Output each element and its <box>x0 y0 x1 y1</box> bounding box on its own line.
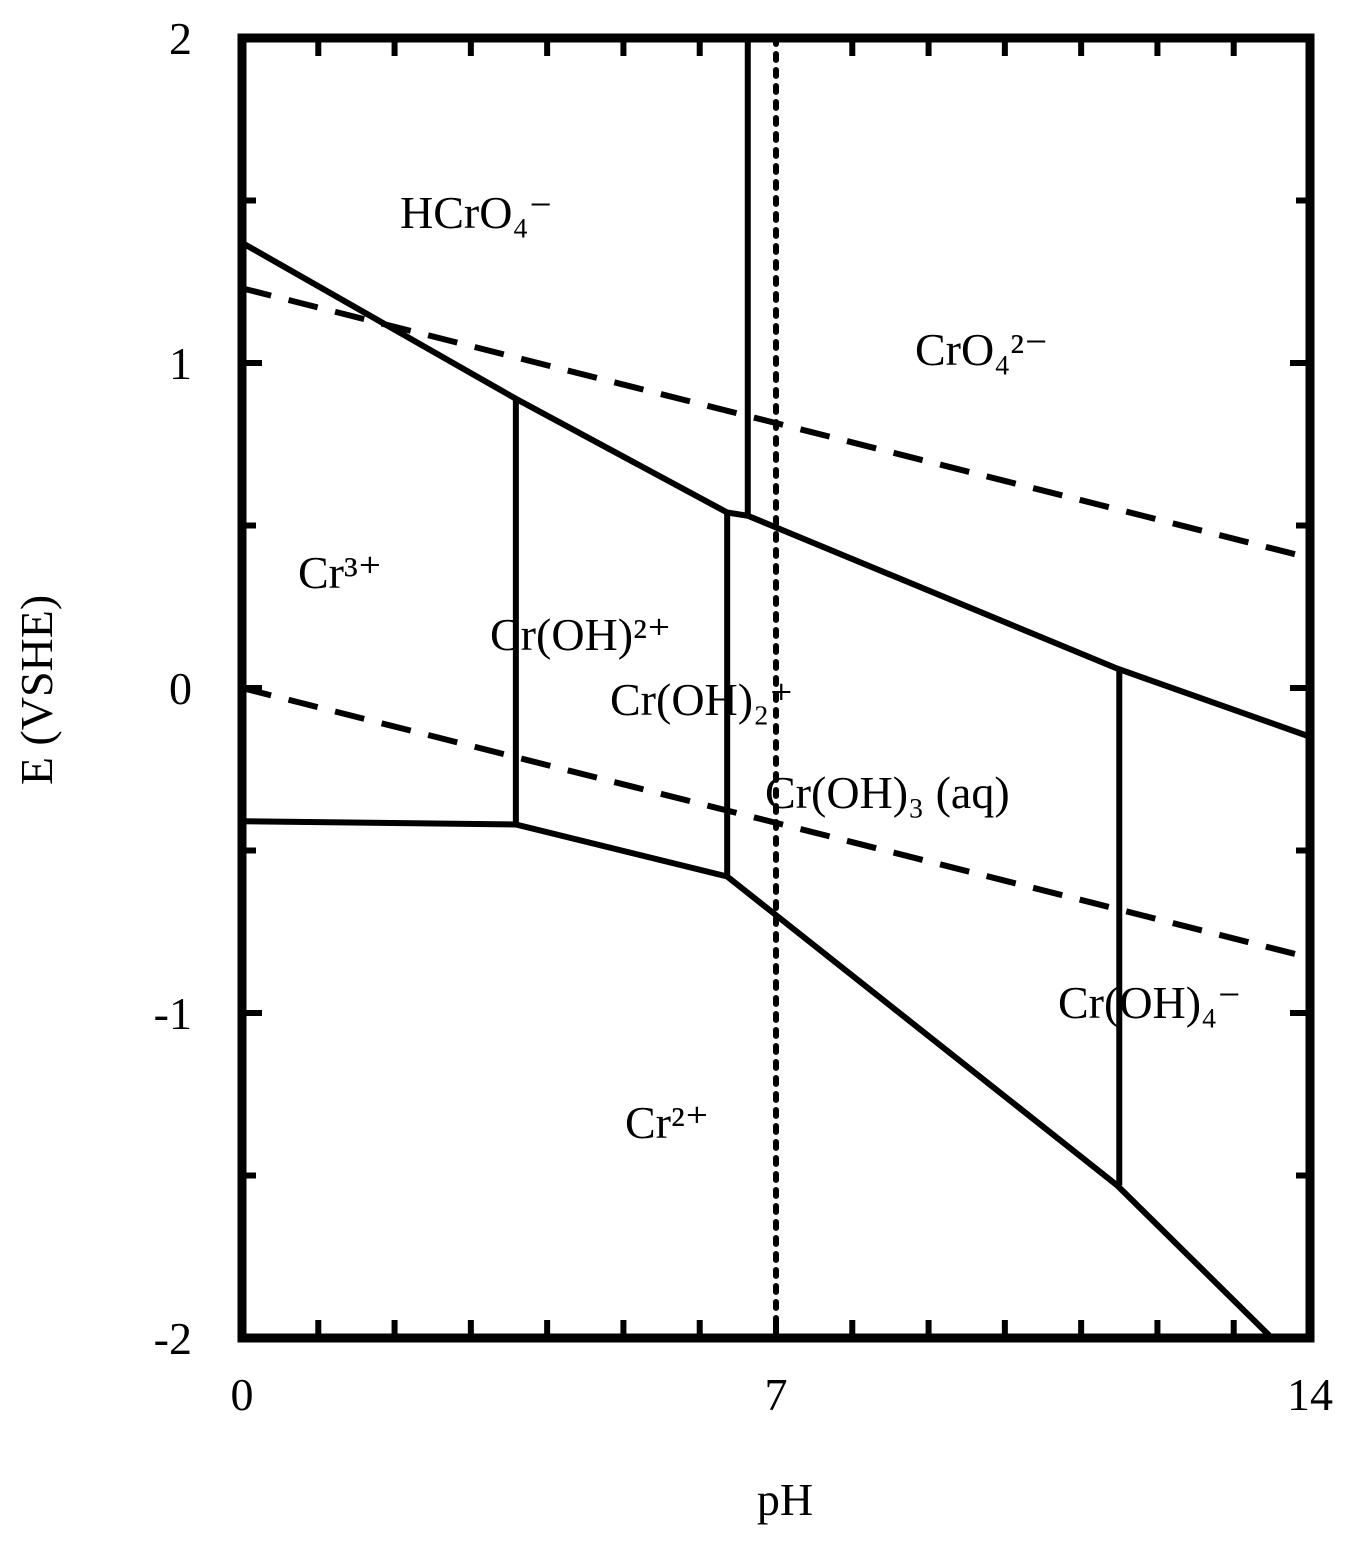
region-label: Cr(OH)₂⁺ <box>610 674 793 725</box>
region-label: Cr³⁺ <box>298 547 382 598</box>
region-label: HCrO₄⁻ <box>400 187 553 238</box>
region-label: Cr²⁺ <box>625 1097 709 1148</box>
y-axis-label: E (VSHE) <box>11 595 62 785</box>
x-tick-label: 7 <box>765 1369 788 1420</box>
y-tick-label: 2 <box>169 13 192 64</box>
x-tick-label: 14 <box>1287 1369 1333 1420</box>
region-label: Cr(OH)₃ (aq) <box>765 767 1010 818</box>
region-label: Cr(OH)₄⁻ <box>1058 977 1241 1028</box>
x-axis-label: pH <box>757 1474 813 1525</box>
y-tick-label: -2 <box>154 1313 192 1364</box>
region-label: Cr(OH)²⁺ <box>490 609 671 660</box>
y-tick-label: 0 <box>169 663 192 714</box>
y-tick-label: -1 <box>154 988 192 1039</box>
y-tick-label: 1 <box>169 338 192 389</box>
boundary-line <box>240 240 1312 740</box>
x-tick-label: 0 <box>231 1369 254 1420</box>
region-label: CrO₄²⁻ <box>915 324 1048 375</box>
boundary-line <box>241 818 1274 1341</box>
